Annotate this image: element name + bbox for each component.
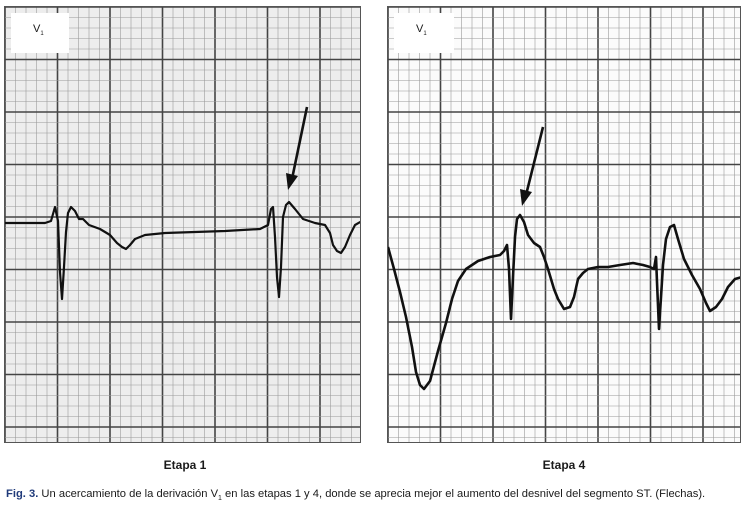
- lead-label-stage-4: V1: [394, 13, 454, 53]
- lead-label-stage-1: V1: [11, 13, 69, 53]
- caption-text-b: en las etapas 1 y 4, donde se aprecia me…: [221, 488, 706, 500]
- ecg-trace-stage-1: [5, 200, 360, 301]
- ecg-trace-stage-4: [388, 213, 740, 391]
- caption-text-a: Un acercamiento de la derivación V: [38, 488, 219, 500]
- ecg-grid-stage-1: [5, 7, 360, 442]
- figure-label: Fig. 3.: [6, 488, 39, 500]
- figure-caption: Fig. 3. Un acercamiento de la derivación…: [6, 487, 742, 506]
- stage-label-1: Etapa 1: [163, 458, 207, 472]
- caption-sub: 1: [218, 495, 222, 503]
- ecg-grid-stage-4: [388, 7, 740, 442]
- stage-label-4: Etapa 4: [542, 458, 586, 472]
- arrow-stage-4: [520, 126, 545, 206]
- ecg-panel-stage-4: V1: [387, 6, 741, 443]
- ecg-panel-stage-1: V1: [4, 6, 361, 443]
- arrow-stage-1: [286, 106, 309, 190]
